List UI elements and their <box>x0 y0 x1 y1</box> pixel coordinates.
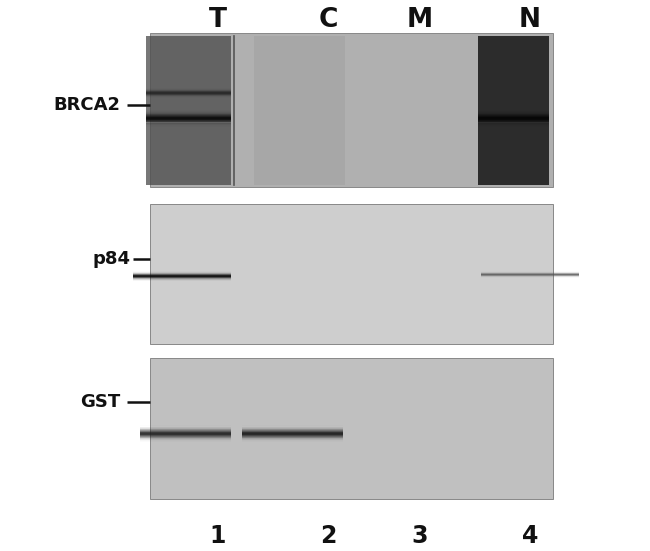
FancyBboxPatch shape <box>254 36 344 185</box>
Text: 4: 4 <box>521 523 538 548</box>
Text: GST: GST <box>80 393 120 411</box>
Text: 2: 2 <box>320 523 337 548</box>
FancyBboxPatch shape <box>150 358 552 499</box>
Text: 1: 1 <box>209 523 226 548</box>
FancyBboxPatch shape <box>478 36 549 185</box>
Text: 3: 3 <box>411 523 428 548</box>
FancyBboxPatch shape <box>150 33 552 187</box>
Text: BRCA2: BRCA2 <box>53 96 120 114</box>
Text: N: N <box>519 7 541 34</box>
Text: C: C <box>318 7 338 34</box>
Text: M: M <box>406 7 432 34</box>
Text: p84: p84 <box>92 250 130 268</box>
FancyBboxPatch shape <box>146 36 231 185</box>
FancyBboxPatch shape <box>150 204 552 344</box>
Text: T: T <box>209 7 227 34</box>
